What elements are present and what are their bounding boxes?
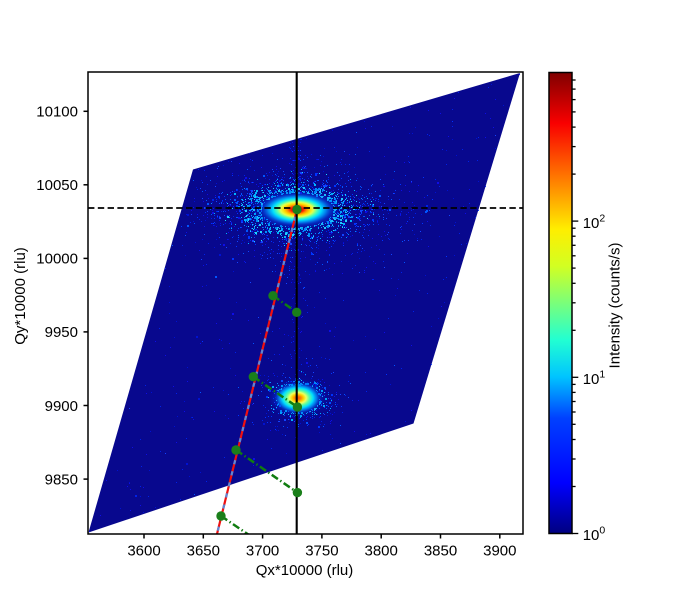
svg-text:102: 102 [583,212,606,232]
svg-text:3900: 3900 [483,542,516,559]
svg-text:3600: 3600 [127,542,160,559]
svg-text:3800: 3800 [365,542,398,559]
svg-text:10000: 10000 [36,251,78,268]
svg-text:9950: 9950 [45,324,78,341]
svg-text:Qy*10000 (rlu): Qy*10000 (rlu) [12,247,29,345]
svg-text:3750: 3750 [305,542,338,559]
svg-text:Qx*10000 (rlu): Qx*10000 (rlu) [256,562,354,579]
svg-text:10100: 10100 [36,104,78,121]
svg-text:3700: 3700 [246,542,279,559]
svg-text:9900: 9900 [45,398,78,415]
svg-text:10050: 10050 [36,177,78,194]
svg-text:3850: 3850 [424,542,457,559]
svg-text:101: 101 [583,369,606,389]
svg-text:3650: 3650 [187,542,220,559]
svg-text:9850: 9850 [45,471,78,488]
svg-text:100: 100 [583,525,606,545]
svg-text:Intensity (counts/s): Intensity (counts/s) [607,243,624,369]
